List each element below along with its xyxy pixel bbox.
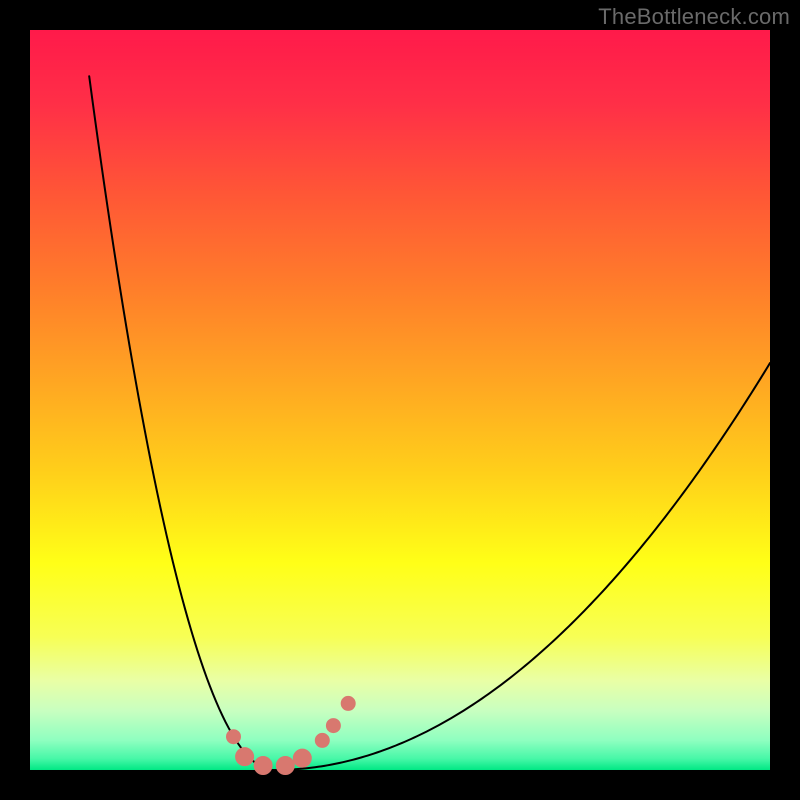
curve-marker: [236, 748, 254, 766]
curve-marker: [254, 757, 272, 775]
curve-marker: [326, 719, 340, 733]
curve-marker: [276, 757, 294, 775]
bottleneck-curve-chart: [0, 0, 800, 800]
curve-marker: [341, 696, 355, 710]
plot-background-gradient: [30, 30, 770, 770]
watermark-text: TheBottleneck.com: [598, 4, 790, 30]
curve-marker: [227, 730, 241, 744]
chart-container: TheBottleneck.com: [0, 0, 800, 800]
curve-marker: [315, 733, 329, 747]
curve-marker: [293, 749, 311, 767]
